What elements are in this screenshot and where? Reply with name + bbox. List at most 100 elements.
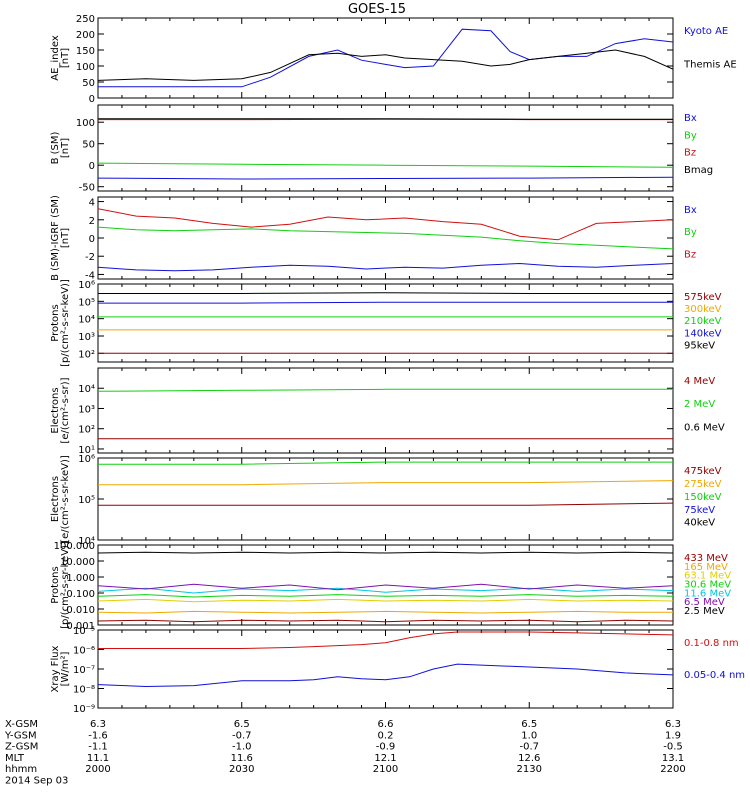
time-axis-value: 1.9 (665, 730, 681, 741)
y-tick-label: 10⁻⁶ (73, 646, 95, 657)
legend-40kev: 40keV (684, 518, 715, 529)
time-axis-value: 6.5 (521, 719, 537, 730)
y-axis-label: [nT] (60, 48, 71, 68)
y-tick-label: 0 (89, 161, 95, 172)
y-axis-label: B (SM) (50, 131, 61, 164)
y-axis-label: AE_index (50, 35, 61, 81)
series-line-11-6-mev (98, 587, 673, 594)
time-axis-value: -0.5 (663, 742, 683, 753)
series-line-275kev (98, 480, 673, 486)
time-axis-value: 6.3 (90, 719, 106, 730)
y-axis-label: Protons (50, 566, 61, 603)
series-line-2-mev (98, 388, 673, 392)
legend-6-5-mev: 6.5 MeV (684, 597, 725, 608)
y-tick-label: 0 (89, 94, 95, 105)
y-tick-label: 0.100 (66, 589, 95, 600)
time-axis-value: -0.7 (519, 742, 539, 753)
y-tick-label: 200 (76, 30, 95, 41)
panel-electrons-diff: 10⁴ 10⁵ 10⁶ Electrons [e/(cm²-s-sr-keV)] 475k… (50, 454, 722, 547)
y-tick-label: 10⁴ (78, 536, 95, 547)
y-axis-label: Xray Flux (50, 645, 61, 692)
time-axis-value: 2030 (229, 764, 254, 775)
y-axis-label: B (SM)-IGRF (SM) (50, 195, 61, 281)
legend-bz: Bz (684, 148, 696, 159)
y-tick-label: 100.000 (54, 541, 95, 552)
y-tick-label: -4 (85, 270, 95, 281)
time-axis-value: 1.0 (521, 730, 537, 741)
y-axis-label: Electrons (50, 476, 61, 522)
series-line-0-05-0-4-nm (98, 663, 673, 688)
y-tick-label: 0.001 (66, 621, 95, 632)
series-line-bx (98, 176, 673, 180)
legend-2-5-mev: 2.5 MeV (684, 606, 725, 617)
legend-0-1-0-8-nm: 0.1-0.8 nm (684, 638, 739, 649)
y-tick-label: -2 (85, 252, 95, 263)
time-axis-value: -0.7 (232, 730, 252, 741)
y-tick-label: 50 (82, 140, 95, 151)
legend-30-6-mev: 30.6 MeV (684, 579, 731, 590)
time-axis-value: -1.6 (88, 730, 108, 741)
legend-140kev: 140keV (684, 328, 722, 339)
legend-300kev: 300keV (684, 304, 722, 315)
y-tick-label: -50 (79, 183, 95, 194)
date-label: 2014 Sep 03 (5, 776, 68, 787)
series-line-by (98, 162, 673, 168)
time-axis-value: 6.3 (665, 719, 681, 730)
legend-bmag: Bmag (684, 165, 713, 176)
panel-protons-high: 0.001 0.010 0.100 1.000 10.000 100.000 Protons… (50, 541, 731, 632)
series-line-0-1-0-8-nm (98, 631, 673, 649)
y-axis-label: Protons (50, 304, 61, 341)
panel-b-sm-minus-igrf: -4 -2 0 2 4 B (SM)-IGRF (SM) [nT] Bx By Bz (50, 195, 697, 281)
time-axis-value: 2000 (85, 764, 110, 775)
legend-210kev: 210keV (684, 316, 722, 327)
series-line-themis-ae (98, 49, 673, 81)
time-axis-value: 6.6 (378, 719, 394, 730)
time-axis-value: 2130 (517, 764, 542, 775)
legend-themis-ae: Themis AE (683, 59, 737, 70)
series-line-6-5-mev (98, 583, 673, 591)
panel-b-sm: -50 0 50 100 B (SM) [nT] Bx By Bz Bmag (50, 104, 713, 194)
y-tick-label: 100 (76, 118, 95, 129)
y-tick-label: 10³ (78, 404, 95, 415)
time-axis-row-label: X-GSM (5, 719, 38, 730)
y-tick-label: 10⁵ (78, 495, 95, 506)
y-tick-label: 4 (89, 198, 95, 209)
legend-4-mev: 4 MeV (684, 376, 715, 387)
legend-150kev: 150keV (684, 492, 722, 503)
y-tick-label: 0 (89, 234, 95, 245)
figure-title: GOES-15 (348, 2, 406, 17)
y-axis-label: [e/(cm²-s-sr)] (60, 377, 71, 443)
legend-kyoto-ae: Kyoto AE (684, 26, 728, 37)
time-axis-value: 13.1 (662, 753, 684, 764)
y-tick-label: 250 (76, 14, 95, 25)
time-axis-value: 6.5 (234, 719, 250, 730)
time-axis-value: -0.9 (376, 742, 396, 753)
y-axis-label: [p/(cm²-s-sr-keV)] (60, 279, 71, 367)
y-tick-label: 10² (78, 349, 95, 360)
legend-275kev: 275keV (684, 479, 722, 490)
legend-bz: Bz (684, 249, 696, 260)
time-axis-row-label: Z-GSM (5, 742, 38, 753)
legend-165-mev: 165 MeV (684, 562, 728, 573)
y-tick-label: 10⁴ (78, 384, 95, 395)
time-axis-value: 12.1 (374, 753, 396, 764)
panel-xray-flux: 10⁻⁹ 10⁻⁸ 10⁻⁷ 10⁻⁶ 10⁻⁵ Xray Flux [W/m²] 0.1-0… (50, 626, 745, 715)
legend-95kev: 95keV (684, 340, 715, 351)
series-line-bx (98, 262, 673, 272)
series-line-150kev (98, 461, 673, 465)
time-axis: X-GSM 6.3 6.5 6.6 6.5 6.3 Y-GSM -1.6 -0.7 0.2 1.0 1… (4, 719, 686, 787)
legend-0-6-mev: 0.6 MeV (684, 422, 725, 433)
y-tick-label: 1.000 (66, 573, 95, 584)
time-axis-value: -1.0 (232, 742, 252, 753)
y-axis-label: [nT] (60, 138, 71, 158)
y-axis-label: [e/(cm²-s-sr-keV)] (60, 455, 71, 543)
panel-electrons-integral: 10¹ 10² 10³ 10⁴ Electrons [e/(cm²-s-sr)] 4 MeV… (50, 367, 725, 456)
time-axis-value: 12.6 (518, 753, 540, 764)
legend-63-1-mev: 63.1 MeV (684, 571, 731, 582)
y-tick-label: 10³ (78, 332, 95, 343)
y-tick-label: 10⁻⁹ (73, 704, 95, 715)
legend-433-mev: 433 MeV (684, 553, 728, 564)
y-tick-label: 10⁶ (78, 454, 95, 465)
y-tick-label: 10⁶ (78, 280, 95, 291)
time-axis-row-label: MLT (5, 753, 25, 764)
